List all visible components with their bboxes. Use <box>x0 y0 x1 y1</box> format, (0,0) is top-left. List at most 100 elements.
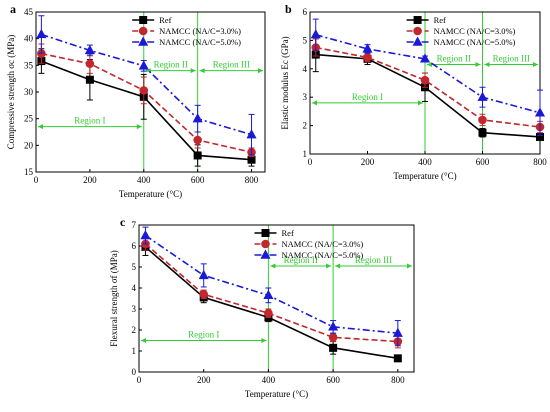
region-arrowhead-right-b-2 <box>533 62 538 68</box>
data-point-b-2-3 <box>477 91 488 101</box>
x-tick-label-c-2: 400 <box>262 375 276 385</box>
legend-marker-b-1 <box>413 26 422 36</box>
region-label-a-1: Region II <box>154 60 188 70</box>
y-tick-label-a-2: 25 <box>24 114 34 124</box>
legend-marker-c-0 <box>261 229 270 237</box>
data-point-c-1-2 <box>264 308 273 318</box>
y-tick-label-b-2: 3 <box>303 92 308 102</box>
y-tick-label-a-5: 40 <box>24 34 34 44</box>
region-arrowhead-right-b-1 <box>475 62 481 68</box>
plot-frame-c <box>138 224 415 373</box>
data-point-c-2-4 <box>392 327 403 337</box>
y-tick-label-a-4: 35 <box>24 60 34 70</box>
x-tick-label-a-1: 200 <box>83 175 97 185</box>
region-arrowhead-right-c-2 <box>407 263 412 269</box>
data-point-a-1-2 <box>139 86 149 95</box>
chart-panel-a: a Region I Region II Region III 0 200 400 600 80… <box>6 2 266 199</box>
y-axis-label-b: Elastic modulus Ec (GPa) <box>280 36 290 129</box>
y-tick-label-a-3: 30 <box>24 87 34 97</box>
x-tick-label-b-3: 600 <box>476 157 490 167</box>
y-tick-label-b-1: 2 <box>303 121 308 131</box>
y-axis-label-a: Compressive strength σc (MPa) <box>6 35 16 150</box>
chart-panel-c: c Region I Region II Region III 0 200 400 600 80… <box>109 215 415 399</box>
legend-label-c-0: Ref <box>282 228 294 238</box>
x-tick-label-b-2: 400 <box>418 157 432 167</box>
legend-label-a-0: Ref <box>159 15 171 25</box>
chart-panel-b: b Region I Region II Region III 0 200 400 600 80… <box>280 2 547 181</box>
data-point-a-0-3 <box>193 151 202 160</box>
legend-marker-c-1 <box>261 239 270 249</box>
x-axis-label-b: Temperature (°C) <box>393 171 456 181</box>
data-point-a-0-1 <box>85 75 94 84</box>
panel-letter-c: c <box>120 215 126 229</box>
x-tick-label-c-0: 0 <box>137 375 142 385</box>
data-point-a-1-3 <box>193 135 202 145</box>
series-a-1 <box>37 43 256 158</box>
data-point-b-1-3 <box>478 115 487 125</box>
y-axis-label-c: Flexural strength σf (MPa) <box>109 250 119 347</box>
y-tick-label-b-4: 5 <box>303 35 308 45</box>
x-tick-label-c-4: 800 <box>391 375 405 385</box>
data-point-c-2-0 <box>140 229 151 240</box>
legend-marker-b-2 <box>412 36 423 46</box>
data-point-c-0-4 <box>393 354 402 363</box>
region-label-c-2: Region III <box>355 255 392 265</box>
series-line-b-1 <box>315 46 541 128</box>
y-tick-label-b-0: 1 <box>303 149 308 159</box>
panel-letter-a: a <box>10 2 16 16</box>
data-point-c-2-2 <box>263 289 274 300</box>
region-arrowhead-left-a-0 <box>38 124 43 130</box>
region-arrowhead-left-b-2 <box>484 62 490 68</box>
legend-label-b-1: NAMCC (NA/C=3.0%) <box>434 26 516 36</box>
x-tick-label-c-3: 600 <box>326 375 340 385</box>
region-arrowhead-left-b-1 <box>427 62 432 68</box>
region-arrowhead-left-c-2 <box>335 263 341 269</box>
legend-label-a-1: NAMCC (NA/C=3.0%) <box>159 26 241 36</box>
series-b-2 <box>310 18 546 137</box>
series-a-2 <box>36 15 257 156</box>
legend-marker-c-2 <box>260 249 271 259</box>
y-tick-label-c-6: 6 <box>132 241 137 251</box>
series-c-2 <box>140 226 403 347</box>
y-tick-label-c-5: 5 <box>132 262 137 272</box>
x-tick-label-b-0: 0 <box>308 157 313 167</box>
region-arrowhead-left-c-1 <box>270 263 276 269</box>
y-tick-label-c-3: 3 <box>132 304 137 314</box>
y-tick-label-b-5: 6 <box>303 7 308 17</box>
x-tick-label-a-0: 0 <box>34 175 39 185</box>
data-point-b-2-4 <box>534 107 546 117</box>
data-point-b-2-2 <box>419 53 431 63</box>
legend-label-c-2: NAMCC (NA/C=5.0%) <box>282 250 364 260</box>
x-axis-label-a: Temperature (°C) <box>119 189 182 199</box>
region-label-a-0: Region I <box>74 116 105 126</box>
y-tick-label-a-1: 20 <box>24 140 34 150</box>
region-label-c-1: Region II <box>284 255 318 265</box>
y-tick-label-c-2: 2 <box>132 325 137 335</box>
region-arrowhead-right-c-0 <box>261 338 267 343</box>
data-point-b-0-3 <box>478 128 487 137</box>
panel-letter-b: b <box>285 2 292 16</box>
x-tick-label-a-2: 400 <box>137 175 151 185</box>
x-axis-label-c: Temperature (°C) <box>245 389 308 399</box>
y-tick-label-a-6: 45 <box>24 7 34 17</box>
x-tick-label-a-3: 600 <box>191 175 205 185</box>
y-tick-label-a-0: 15 <box>24 167 34 177</box>
y-tick-label-b-3: 4 <box>303 64 308 74</box>
data-point-b-1-1 <box>363 53 372 62</box>
x-tick-label-a-4: 800 <box>245 175 259 185</box>
data-point-b-2-0 <box>310 29 321 39</box>
legend-marker-a-1 <box>138 26 148 36</box>
y-tick-label-c-4: 4 <box>132 283 137 293</box>
data-point-b-1-2 <box>420 75 430 85</box>
data-point-a-1-1 <box>85 59 95 69</box>
region-arrowhead-left-b-0 <box>312 100 317 106</box>
region-label-b-2: Region III <box>493 54 530 64</box>
x-tick-label-b-1: 200 <box>361 157 375 167</box>
x-tick-label-b-4: 800 <box>533 157 547 167</box>
data-point-a-2-1 <box>84 44 95 55</box>
data-point-a-2-3 <box>192 113 203 123</box>
